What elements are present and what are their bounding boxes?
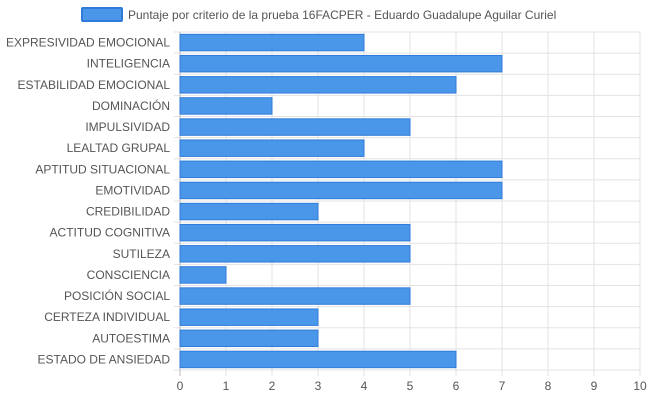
bar[interactable] [179,97,273,115]
bar[interactable] [179,118,411,136]
category-label: IMPULSIVIDAD [85,120,170,134]
bar[interactable] [179,350,457,369]
x-tick-label: 9 [591,379,598,393]
category-label: ESTABILIDAD EMOCIONAL [18,78,171,92]
x-tick-label: 10 [633,379,647,393]
category-label: ESTADO DE ANSIEDAD [38,352,171,366]
category-label: CONSCIENCIA [87,268,170,282]
x-tick-label: 0 [177,379,184,393]
bar[interactable] [179,33,365,52]
x-tick-label: 8 [545,379,552,393]
category-label: EMOTIVIDAD [95,183,170,197]
bar[interactable] [179,245,411,263]
category-label: CERTEZA INDIVIDUAL [44,310,170,324]
bar[interactable] [179,287,411,305]
bars [179,33,503,369]
x-tick-label: 3 [315,379,322,393]
bar[interactable] [179,76,457,94]
bar[interactable] [179,181,503,200]
bar[interactable] [179,308,319,326]
bar[interactable] [179,223,411,242]
category-label: AUTOESTIMA [92,331,170,345]
x-tick-label: 5 [407,379,414,393]
category-labels: EXPRESIVIDAD EMOCIONAL INTELIGENCIA ESTABI… [6,36,170,367]
category-label: DOMINACIÓN [92,98,170,113]
category-label: CREDIBILIDAD [86,205,170,219]
category-label: SUTILEZA [113,247,170,261]
x-tick-label: 2 [269,379,276,393]
category-label: EXPRESIVIDAD EMOCIONAL [6,36,170,50]
category-label: ACTITUD COGNITIVA [50,226,170,240]
x-tick-label: 1 [223,379,230,393]
bar[interactable] [179,202,319,221]
x-tick-label: 7 [499,379,506,393]
bar[interactable] [179,329,319,348]
category-label: APTITUD SITUACIONAL [35,162,170,176]
x-axis-ticks: 0 1 2 3 4 5 6 7 8 9 10 [177,379,647,393]
bar[interactable] [179,266,227,284]
bar[interactable] [179,54,503,73]
x-tick-label: 4 [361,379,368,393]
x-tick-label: 6 [453,379,460,393]
category-label: LEALTAD GRUPAL [67,141,171,155]
bar[interactable] [179,160,503,179]
legend-label[interactable]: Puntaje por criterio de la prueba 16FACP… [128,8,556,22]
legend-swatch[interactable] [81,7,123,22]
bar[interactable] [179,139,365,157]
legend[interactable]: Puntaje por criterio de la prueba 16FACP… [81,7,556,22]
category-label: INTELIGENCIA [87,57,170,71]
category-label: POSICIÓN SOCIAL [64,288,170,303]
